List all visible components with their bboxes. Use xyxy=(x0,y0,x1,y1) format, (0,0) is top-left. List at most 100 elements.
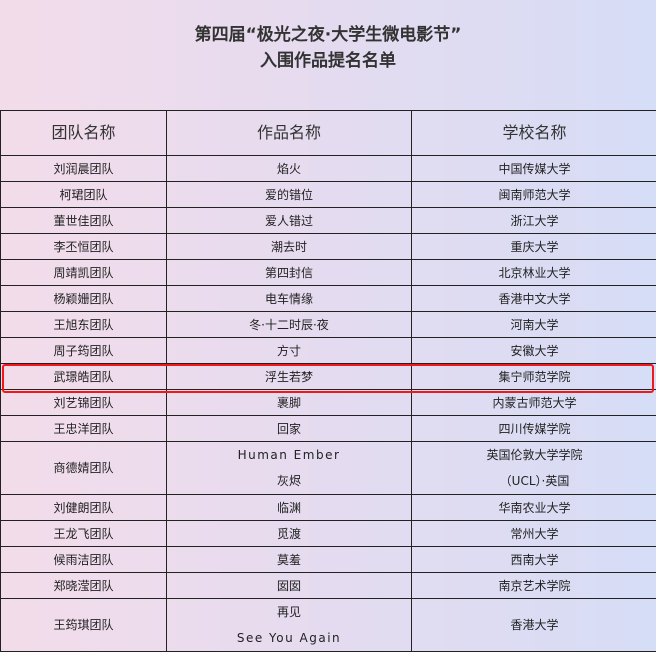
team-cell: 商德婧团队 xyxy=(1,442,167,495)
table-row: 周子筠团队 方寸 安徽大学 xyxy=(1,338,656,364)
work-cell: 焰火 xyxy=(167,156,412,182)
table-row: 董世佳团队 爱人错过 浙江大学 xyxy=(1,208,656,234)
work-cell-line: 莫羞 xyxy=(277,553,301,567)
school-cell: 香港中文大学 xyxy=(412,286,656,312)
header-school: 学校名称 xyxy=(412,111,656,156)
school-cell: 华南农业大学 xyxy=(412,495,656,521)
header-work: 作品名称 xyxy=(167,111,412,156)
school-cell-line: 香港大学 xyxy=(412,612,656,638)
team-cell: 李丕恒团队 xyxy=(1,234,167,260)
team-cell: 郑晓滢团队 xyxy=(1,573,167,599)
work-cell-line: 灰烬 xyxy=(167,468,411,494)
work-cell-line: 爱人错过 xyxy=(265,214,313,228)
work-cell: 莫羞 xyxy=(167,547,412,573)
table-row: 候雨洁团队 莫羞 西南大学 xyxy=(1,547,656,573)
school-cell: 南京艺术学院 xyxy=(412,573,656,599)
team-cell: 刘润晨团队 xyxy=(1,156,167,182)
table-row: 柯珺团队爱的错位闽南师范大学 xyxy=(1,182,656,208)
school-cell-line: 重庆大学 xyxy=(510,240,558,254)
team-cell: 杨颖姗团队 xyxy=(1,286,167,312)
school-cell: 重庆大学 xyxy=(412,234,656,260)
work-cell: 裹脚 xyxy=(167,390,412,416)
team-cell: 王旭东团队 xyxy=(1,312,167,338)
school-cell: 闽南师范大学 xyxy=(412,182,656,208)
school-cell-line: 常州大学 xyxy=(510,527,558,541)
work-cell-line: 冬·十二时辰·夜 xyxy=(249,318,329,332)
work-cell-line: 电车情缘 xyxy=(265,292,313,306)
table-row: 王龙飞团队 觅渡 常州大学 xyxy=(1,521,656,547)
school-cell-line: 香港中文大学 xyxy=(498,292,570,306)
table-row: 刘艺锦团队裹脚内蒙古师范大学 xyxy=(1,390,656,416)
school-cell: 中国传媒大学 xyxy=(412,156,656,182)
team-cell: 王忠洋团队 xyxy=(1,416,167,442)
school-cell-line: 南京艺术学院 xyxy=(498,579,570,593)
table-row: 李丕恒团队 潮去时 重庆大学 xyxy=(1,234,656,260)
work-cell: 爱的错位 xyxy=(167,182,412,208)
work-cell-line: 回家 xyxy=(277,422,301,436)
table-header: 团队名称 作品名称 学校名称 xyxy=(1,111,656,156)
work-cell-line: 潮去时 xyxy=(271,240,307,254)
school-cell-line: 华南农业大学 xyxy=(498,501,570,515)
work-cell: 囡囡 xyxy=(167,573,412,599)
school-cell-line: 四川传媒学院 xyxy=(498,422,570,436)
work-cell: 第四封信 xyxy=(167,260,412,286)
highlight-box xyxy=(2,364,654,393)
school-cell: 河南大学 xyxy=(412,312,656,338)
work-cell-line: 第四封信 xyxy=(265,266,313,280)
school-cell-line: 河南大学 xyxy=(510,318,558,332)
team-cell: 周靖凯团队 xyxy=(1,260,167,286)
school-cell: 北京林业大学 xyxy=(412,260,656,286)
work-cell: 爱人错过 xyxy=(167,208,412,234)
table-row: 王旭东团队 冬·十二时辰·夜 河南大学 xyxy=(1,312,656,338)
school-cell-line: 英国伦敦大学学院 xyxy=(412,442,656,468)
work-cell-line: 再见 xyxy=(167,599,411,625)
work-cell-line: See You Again xyxy=(167,625,411,651)
school-cell-line: （UCL）·英国 xyxy=(412,468,656,494)
work-cell: 临渊 xyxy=(167,495,412,521)
work-cell: 冬·十二时辰·夜 xyxy=(167,312,412,338)
work-cell-line: 觅渡 xyxy=(277,527,301,541)
table-row: 刘健朗团队 临渊 华南农业大学 xyxy=(1,495,656,521)
school-cell: 内蒙古师范大学 xyxy=(412,390,656,416)
school-cell-line: 内蒙古师范大学 xyxy=(492,396,576,410)
work-cell-line: 裹脚 xyxy=(277,396,301,410)
work-cell-line: 临渊 xyxy=(277,501,301,515)
work-cell: 方寸 xyxy=(167,338,412,364)
work-cell: 回家 xyxy=(167,416,412,442)
table-row: 周靖凯团队 第四封信 北京林业大学 xyxy=(1,260,656,286)
page-title: 第四届“极光之夜·大学生微电影节” 入围作品提名名单 xyxy=(0,22,656,74)
school-cell: 西南大学 xyxy=(412,547,656,573)
team-cell: 周子筠团队 xyxy=(1,338,167,364)
team-cell: 柯珺团队 xyxy=(1,182,167,208)
work-cell-line: 方寸 xyxy=(277,344,301,358)
school-cell: 常州大学 xyxy=(412,521,656,547)
school-cell-line: 浙江大学 xyxy=(510,214,558,228)
team-cell: 董世佳团队 xyxy=(1,208,167,234)
work-cell: 潮去时 xyxy=(167,234,412,260)
work-cell: 电车情缘 xyxy=(167,286,412,312)
table-row: 王忠洋团队 回家 四川传媒学院 xyxy=(1,416,656,442)
table-row: 刘润晨团队 焰火 中国传媒大学 xyxy=(1,156,656,182)
school-cell-line: 中国传媒大学 xyxy=(498,162,570,176)
work-cell: 觅渡 xyxy=(167,521,412,547)
work-cell-line: 焰火 xyxy=(277,162,301,176)
school-cell-line: 北京林业大学 xyxy=(498,266,570,280)
work-cell-line: Human Ember xyxy=(167,442,411,468)
header-team: 团队名称 xyxy=(1,111,167,156)
work-cell-line: 囡囡 xyxy=(277,579,301,593)
school-cell-line: 西南大学 xyxy=(510,553,558,567)
school-cell: 安徽大学 xyxy=(412,338,656,364)
school-cell: 英国伦敦大学学院（UCL）·英国 xyxy=(412,442,656,495)
title-line-2: 入围作品提名名单 xyxy=(0,48,656,74)
school-cell: 四川传媒学院 xyxy=(412,416,656,442)
team-cell: 王龙飞团队 xyxy=(1,521,167,547)
team-cell: 候雨洁团队 xyxy=(1,547,167,573)
title-line-1: 第四届“极光之夜·大学生微电影节” xyxy=(0,22,656,48)
school-cell: 浙江大学 xyxy=(412,208,656,234)
team-cell: 刘健朗团队 xyxy=(1,495,167,521)
school-cell-line: 安徽大学 xyxy=(510,344,558,358)
table-row: 郑晓滢团队 囡囡 南京艺术学院 xyxy=(1,573,656,599)
table-row: 杨颖姗团队 电车情缘 香港中文大学 xyxy=(1,286,656,312)
